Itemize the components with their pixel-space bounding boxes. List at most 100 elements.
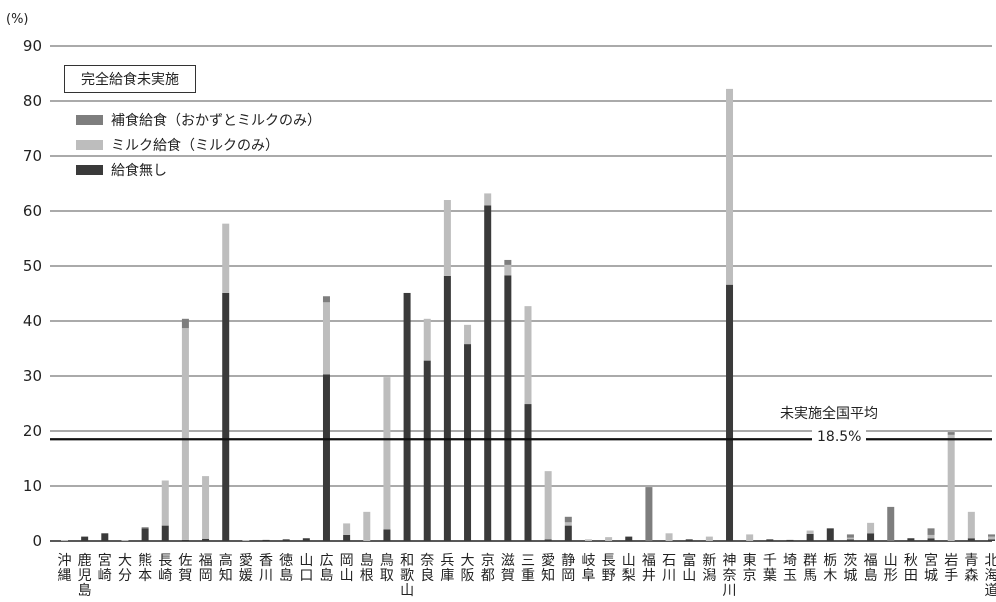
x-tick-label: 鳥 — [380, 553, 394, 569]
legend-item-supplementary: 補食給食（おかずとミルクのみ） — [76, 107, 321, 132]
y-tick-label: 40 — [23, 312, 42, 330]
bar-segment — [846, 537, 854, 540]
x-tick-label: 山 — [340, 568, 354, 584]
y-tick-label: 70 — [23, 147, 42, 165]
bar-segment — [544, 471, 552, 540]
x-tick-label: 鹿 — [78, 552, 92, 569]
x-tick-label: 奈 — [723, 568, 737, 584]
x-tick-label: 山 — [299, 553, 313, 569]
x-tick-label: 野 — [602, 568, 616, 584]
bar-segment — [484, 193, 492, 206]
x-tick-label: 都 — [481, 568, 495, 584]
legend-title: 完全給食未実施 — [64, 65, 196, 93]
bar-segment — [766, 539, 774, 541]
national-average-value: 18.5% — [812, 429, 867, 446]
x-tick-label: 木 — [823, 568, 837, 584]
legend-swatch-supplementary — [76, 114, 103, 125]
bar-segment — [343, 523, 351, 535]
bar-segment — [867, 533, 875, 541]
bar-segment — [625, 536, 633, 541]
bar-segment — [181, 539, 189, 541]
x-tick-label: 福 — [199, 553, 213, 569]
x-tick-label: 愛 — [239, 553, 253, 569]
y-tick-label: 90 — [23, 37, 42, 55]
x-tick-label: 井 — [642, 568, 656, 584]
x-tick-label: 千 — [763, 553, 777, 569]
x-tick-label: 海 — [985, 568, 996, 584]
x-tick-label: 岐 — [581, 553, 595, 569]
legend-label-supplementary: 補食給食（おかずとミルクのみ） — [111, 112, 321, 129]
y-tick-label: 10 — [23, 477, 42, 495]
bar-segment — [504, 264, 512, 276]
bar-segment — [403, 292, 411, 541]
x-tick-label: 取 — [380, 568, 394, 584]
y-tick-label: 0 — [32, 532, 42, 550]
bar-segment — [967, 511, 975, 539]
x-tick-label: 島 — [78, 583, 92, 599]
bar-segment — [806, 530, 814, 534]
bar-segment — [564, 516, 572, 523]
x-tick-label: 京 — [481, 553, 495, 569]
x-tick-label: 山 — [884, 553, 898, 569]
x-tick-label: 岩 — [944, 553, 958, 569]
bar-segment — [363, 511, 371, 541]
bar-segment — [967, 538, 975, 541]
x-tick-label: 島 — [360, 553, 374, 569]
bar-segment — [443, 275, 451, 541]
bar-segment — [726, 284, 734, 541]
x-tick-label: 島 — [319, 568, 333, 584]
bar-segment — [726, 88, 734, 285]
x-tick-label: 大 — [461, 553, 475, 569]
bar-segment — [927, 534, 935, 539]
bar-segment — [927, 528, 935, 535]
bar-segment — [524, 306, 532, 405]
bar-segment — [907, 538, 915, 541]
bar-segment — [746, 534, 754, 541]
x-tick-label: 阜 — [581, 567, 595, 584]
bar-segment — [222, 223, 230, 293]
x-tick-label: 島 — [864, 568, 878, 584]
x-tick-label: 福 — [864, 553, 878, 569]
x-tick-label: 秋 — [904, 553, 918, 569]
x-tick-label: 賀 — [178, 568, 192, 584]
bar-segment — [504, 275, 512, 541]
legend-item-none: 給食無し — [76, 157, 321, 182]
bar-segment — [322, 296, 330, 303]
x-tick-label: 田 — [904, 568, 918, 584]
bar-segment — [322, 302, 330, 375]
bar-segment — [181, 318, 189, 329]
bar-segment — [202, 476, 210, 539]
x-tick-label: 長 — [602, 553, 616, 569]
bar-segment — [302, 538, 310, 541]
x-tick-label: 山 — [622, 553, 636, 569]
x-tick-label: 富 — [682, 552, 696, 569]
x-tick-label: 岡 — [199, 568, 213, 584]
x-tick-label: 群 — [803, 553, 817, 569]
bar-segment — [846, 539, 854, 541]
x-tick-label: 岡 — [340, 553, 354, 569]
bar-segment — [806, 533, 814, 541]
bar-segment — [262, 539, 270, 541]
x-tick-label: 和 — [400, 553, 414, 569]
x-tick-label: 沖 — [58, 553, 72, 569]
y-tick-label: 20 — [23, 422, 42, 440]
x-tick-label: 福 — [642, 553, 656, 569]
x-tick-label: 高 — [219, 552, 233, 569]
bar-segment — [282, 539, 290, 541]
x-tick-label: 山 — [682, 568, 696, 584]
x-tick-label: 埼 — [783, 553, 797, 569]
bar-segment — [645, 487, 653, 541]
x-tick-label: 佐 — [178, 553, 192, 569]
x-tick-label: 本 — [138, 568, 152, 584]
bar-segment — [141, 527, 149, 529]
x-tick-label: 玉 — [783, 568, 797, 584]
bar-segment — [181, 328, 189, 540]
bar-segment — [947, 432, 955, 435]
x-tick-label: 森 — [964, 568, 978, 584]
x-tick-label: 児 — [78, 568, 92, 584]
x-tick-label: 葉 — [763, 568, 777, 584]
bar-segment — [383, 529, 391, 541]
x-tick-label: 賀 — [501, 568, 515, 584]
x-tick-label: 重 — [521, 568, 535, 584]
bar-segment — [705, 536, 713, 541]
